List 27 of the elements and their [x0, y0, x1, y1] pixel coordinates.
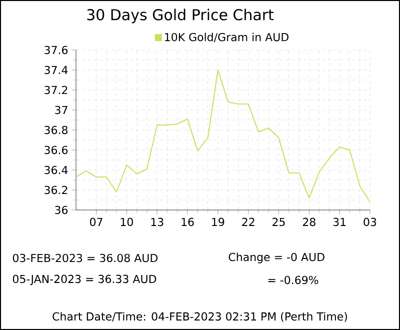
- x-tick-label: 28: [302, 218, 316, 226]
- x-tick-label: 03: [364, 218, 376, 226]
- line-series: [76, 69, 370, 202]
- y-tick-label: 36.2: [44, 186, 68, 194]
- y-tick-label: 37: [55, 106, 68, 114]
- x-tick-label: 13: [151, 218, 164, 226]
- text: 03-FEB-2023 = 36.08 AUD: [12, 254, 158, 262]
- text: = -0.69%: [268, 276, 318, 284]
- text: 05-JAN-2023 = 36.33 AUD: [12, 274, 156, 286]
- legend-label: 10K Gold/Gram in AUD: [165, 32, 288, 42]
- x-tick-label: 31: [333, 218, 346, 226]
- y-tick-label: 36.6: [44, 146, 68, 154]
- y-tick-label: 37.2: [44, 86, 68, 94]
- x-tick-label: 07: [90, 218, 102, 226]
- text: Chart Date/Time: 04-FEB-2023 02:31 PM (Perth Time): [52, 312, 347, 322]
- y-tick-label: 36: [55, 206, 68, 214]
- x-tick-label: 10: [120, 218, 133, 226]
- x-tick-label: 16: [182, 218, 194, 226]
- text: Change = -0 AUD: [228, 252, 324, 264]
- y-tick-label: 36.8: [44, 126, 68, 134]
- y-tick-label: 36.4: [44, 166, 68, 174]
- x-tick-label: 25: [272, 218, 285, 226]
- x-tick-label: 22: [242, 218, 254, 226]
- y-tick-label: 37.4: [44, 66, 68, 74]
- x-tick-label: 19: [212, 218, 224, 226]
- y-tick-label: 37.6: [44, 46, 68, 54]
- chart-title: 30 Days Gold Price Chart: [87, 8, 274, 24]
